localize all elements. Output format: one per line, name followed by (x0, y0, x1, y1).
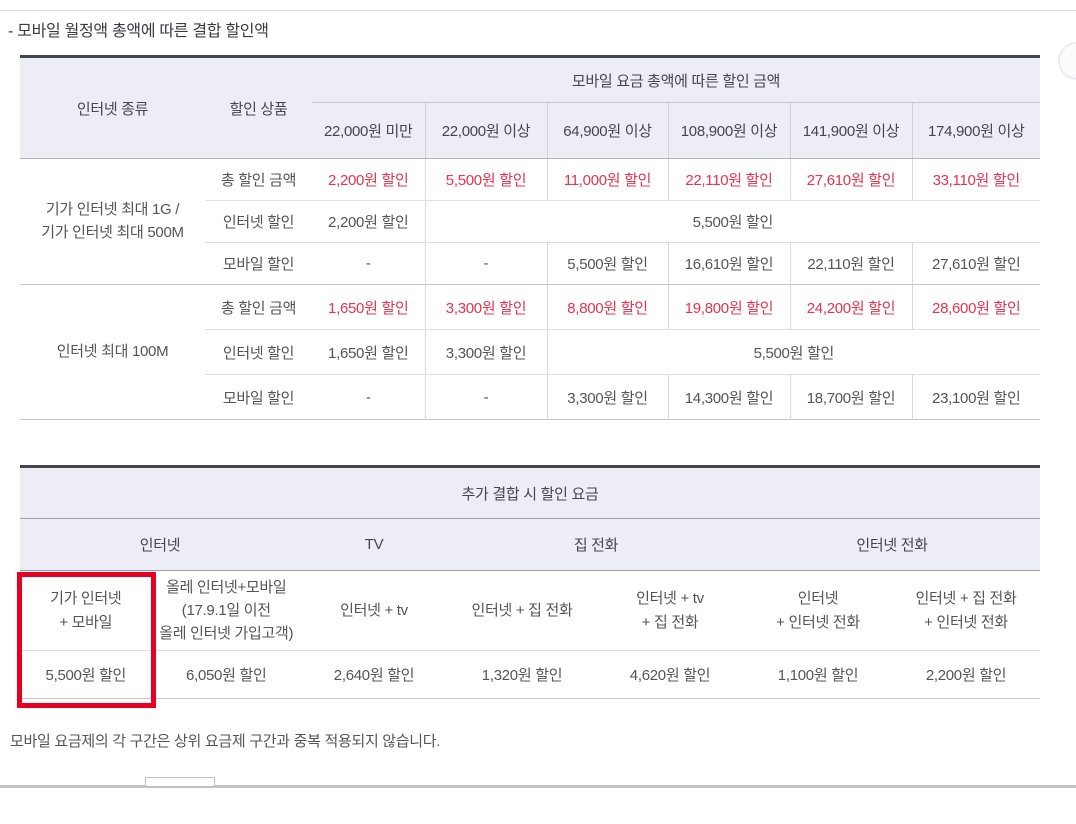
footnote: 모바일 요금제의 각 구간은 상위 요금제 구간과 중복 적용되지 않습니다. (10, 733, 441, 750)
discount-value-cell: 14,300원 할인 (667, 374, 790, 420)
combo-value-cell: 2,200원 할인 (892, 650, 1041, 699)
combo-label-cell: 인터넷 + tv (300, 570, 448, 651)
column-group-header-mobile-total: 모바일 요금 총액에 따른 할인 금액 (312, 56, 1041, 103)
discount-value-cell: - (424, 374, 547, 420)
combo-value-cell: 1,100원 할인 (744, 650, 892, 699)
discount-value-cell: 23,100원 할인 (911, 374, 1041, 420)
discount-value-cell: 3,300원 할인 (424, 284, 547, 330)
bundle-discount-table: 인터넷 종류 할인 상품 모바일 요금 총액에 따른 할인 금액 22,000원 미만… (20, 55, 1041, 420)
discount-value-cell-span: 5,500원 할인 (546, 329, 1041, 375)
combo-value-cell: 6,050원 할인 (152, 650, 300, 699)
combo-label-cell: 인터넷 + 집 전화 (448, 570, 596, 651)
combo-label-cell: 기가 인터넷 + 모바일 (20, 570, 153, 651)
discount-value-cell: 1,650원 할인 (312, 284, 425, 330)
tier-header: 22,000원 이상 (424, 102, 547, 159)
combo-value-cell: 4,620원 할인 (596, 650, 744, 699)
decor-circle (1058, 42, 1076, 80)
category-header: 집 전화 (448, 518, 744, 571)
tier-header: 108,900원 이상 (667, 102, 790, 159)
discount-row-label: 인터넷 할인 (205, 200, 312, 243)
discount-value-cell: 22,110원 할인 (789, 242, 912, 285)
discount-value-cell: 22,110원 할인 (667, 158, 790, 201)
tier-header: 64,900원 이상 (546, 102, 668, 159)
top-divider (0, 10, 1076, 11)
tier-header: 141,900원 이상 (789, 102, 912, 159)
column-header-internet-type: 인터넷 종류 (20, 56, 205, 159)
discount-value-cell: 1,650원 할인 (312, 329, 425, 375)
discount-value-cell: 2,200원 할인 (312, 200, 425, 243)
category-header: TV (300, 518, 448, 571)
category-header: 인터넷 (20, 518, 300, 571)
category-header: 인터넷 전화 (744, 518, 1041, 571)
combo-value-cell: 1,320원 할인 (448, 650, 596, 699)
column-header-discount-product: 할인 상품 (205, 56, 312, 159)
combo-label-cell: 올레 인터넷+모바일 (17.9.1일 이전 올레 인터넷 가입고객) (152, 570, 300, 651)
discount-value-cell: 3,300원 할인 (424, 329, 547, 375)
tier-header: 174,900원 이상 (911, 102, 1041, 159)
discount-value-cell: 27,610원 할인 (789, 158, 912, 201)
discount-value-cell: 8,800원 할인 (546, 284, 668, 330)
discount-row-label: 총 할인 금액 (205, 158, 312, 201)
internet-type-cell: 인터넷 최대 100M (20, 284, 205, 420)
discount-value-cell: 27,610원 할인 (911, 242, 1041, 285)
combo-label-cell: 인터넷 + tv + 집 전화 (596, 570, 744, 651)
tier-header: 22,000원 미만 (312, 102, 425, 159)
combo-label-cell: 인터넷 + 인터넷 전화 (744, 570, 892, 651)
internet-type-cell: 기가 인터넷 최대 1G / 기가 인터넷 최대 500M (20, 158, 205, 285)
additional-table-title: 추가 결합 시 할인 요금 (20, 466, 1041, 519)
discount-row-label: 모바일 할인 (205, 374, 312, 420)
page-title: - 모바일 월정액 총액에 따른 결합 할인액 (8, 23, 269, 40)
discount-value-cell: 3,300원 할인 (546, 374, 668, 420)
discount-value-cell: 24,200원 할인 (789, 284, 912, 330)
bottom-divider (0, 785, 1076, 788)
discount-row-label: 모바일 할인 (205, 242, 312, 285)
discount-row-label: 인터넷 할인 (205, 329, 312, 375)
discount-value-cell: 16,610원 할인 (667, 242, 790, 285)
discount-value-cell: 33,110원 할인 (911, 158, 1041, 201)
combo-label-cell: 인터넷 + 집 전화 + 인터넷 전화 (892, 570, 1041, 651)
discount-value-cell: - (312, 374, 425, 420)
discount-value-cell-span: 5,500원 할인 (424, 200, 1041, 243)
discount-value-cell: 11,000원 할인 (546, 158, 668, 201)
discount-value-cell: 19,800원 할인 (667, 284, 790, 330)
combo-value-cell: 2,640원 할인 (300, 650, 448, 699)
discount-value-cell: - (312, 242, 425, 285)
discount-value-cell: 18,700원 할인 (789, 374, 912, 420)
discount-value-cell: 5,500원 할인 (424, 158, 547, 201)
discount-value-cell: - (424, 242, 547, 285)
discount-value-cell: 28,600원 할인 (911, 284, 1041, 330)
combo-value-cell: 5,500원 할인 (20, 650, 153, 699)
partial-button-top[interactable] (145, 777, 215, 786)
discount-value-cell: 2,200원 할인 (312, 158, 425, 201)
discount-value-cell: 5,500원 할인 (546, 242, 668, 285)
discount-row-label: 총 할인 금액 (205, 284, 312, 330)
